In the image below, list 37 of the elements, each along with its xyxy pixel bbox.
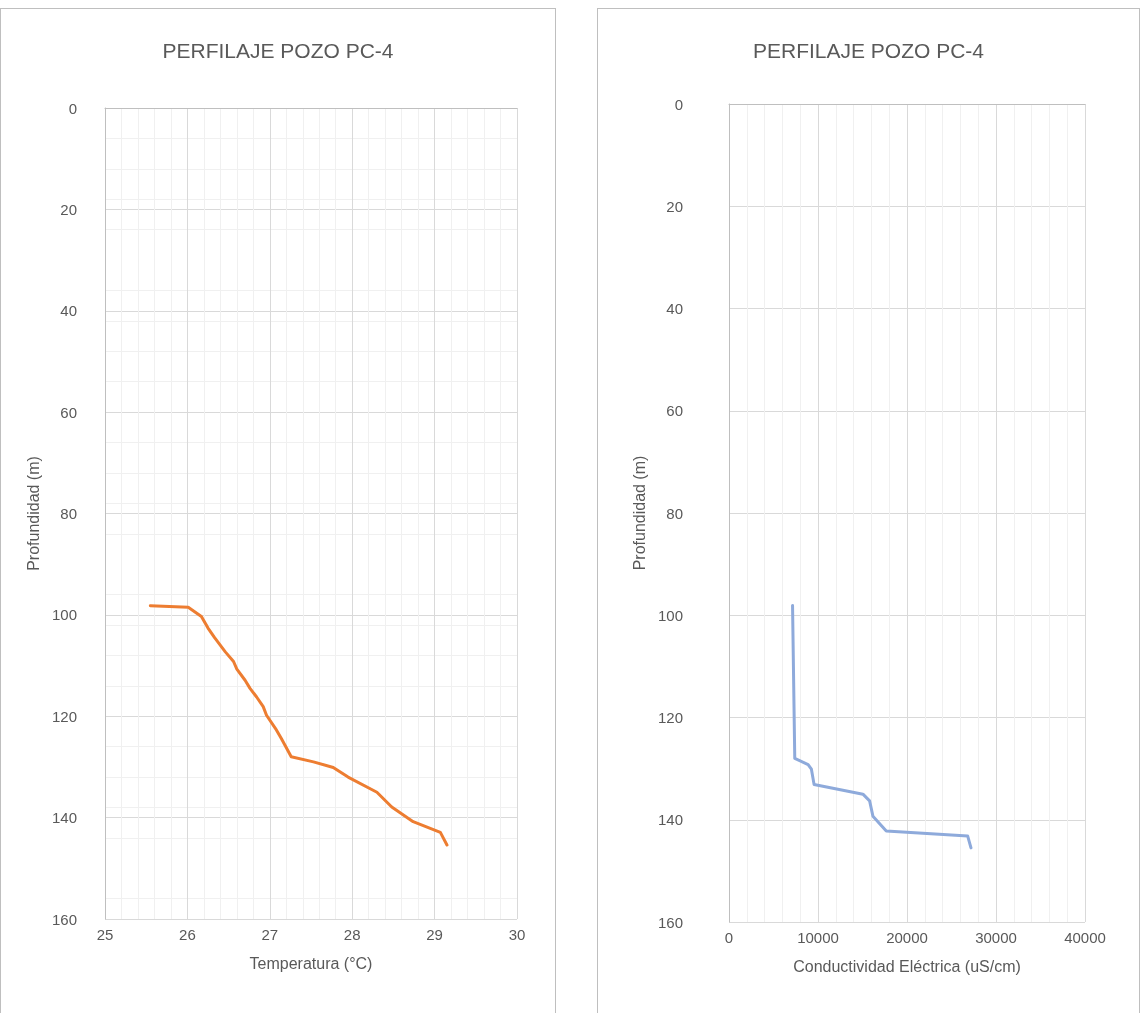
y-tick-label: 60: [666, 402, 683, 420]
y-tick-label: 120: [51, 707, 77, 725]
x-tick-label: 28: [343, 926, 361, 943]
x-tick-label: 20000: [886, 929, 928, 946]
line-series: [148, 604, 449, 847]
y-tick-label: 60: [60, 403, 77, 421]
y-tick-label: 120: [657, 709, 683, 726]
line-series: [791, 604, 973, 850]
y-tick-label: 80: [666, 504, 683, 522]
y-tick-label: 140: [657, 811, 683, 829]
y-tick-label: 80: [60, 505, 77, 522]
y-tick-label: 20: [60, 200, 77, 218]
chart-title: PERFILAJE POZO PC-4: [162, 39, 394, 62]
y-tick-label: 40: [666, 300, 683, 317]
x-axis-title: Temperatura (°C): [249, 954, 373, 972]
x-tick-label: 0: [724, 929, 734, 946]
y-tick-label: 140: [51, 809, 77, 827]
y-tick-label: 100: [657, 606, 683, 624]
x-tick-label: 30: [508, 926, 526, 943]
x-tick-label: 29: [426, 926, 443, 943]
y-tick-label: 0: [674, 95, 683, 113]
chart-title: PERFILAJE POZO PC-4: [752, 39, 985, 62]
x-axis-title: Conductividad Eléctrica (uS/cm): [793, 957, 1021, 975]
x-tick-label: 25: [96, 926, 114, 943]
y-tick-label: 0: [68, 99, 77, 117]
y-axis-title: Profundidad (m): [24, 456, 42, 571]
y-tick-label: 160: [657, 913, 683, 931]
y-tick-label: 20: [666, 197, 683, 215]
x-tick-label: 40000: [1064, 929, 1106, 946]
x-tick-label: 26: [179, 926, 196, 943]
y-tick-label: 40: [60, 302, 77, 320]
x-tick-label: 10000: [797, 929, 839, 946]
x-tick-label: 30000: [975, 929, 1017, 946]
y-tick-label: 160: [51, 910, 77, 928]
x-tick-label: 27: [261, 926, 279, 943]
y-axis-title: Profundidad (m): [630, 455, 648, 571]
y-tick-label: 100: [51, 606, 77, 624]
